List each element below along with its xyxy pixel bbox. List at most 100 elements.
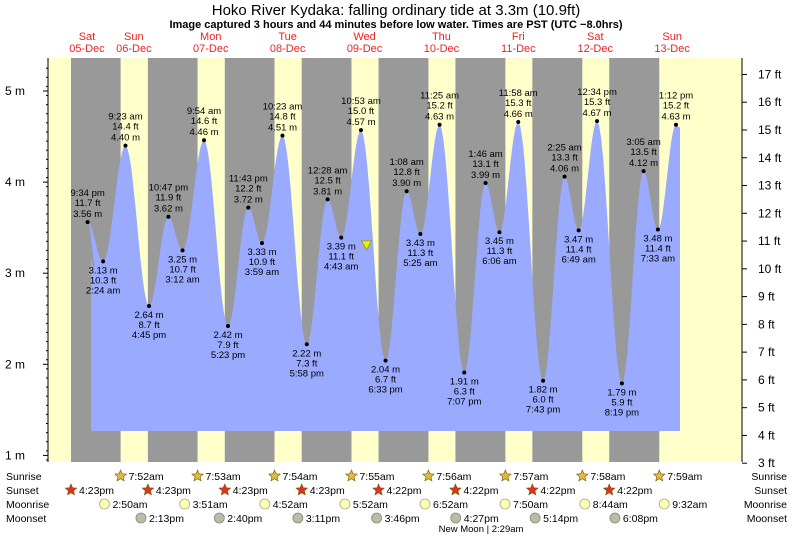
extreme-m: 4.46 m bbox=[189, 127, 218, 138]
moonrise-icon bbox=[99, 498, 110, 510]
extreme-point bbox=[673, 122, 678, 127]
right-tick-label: 7 ft bbox=[758, 345, 775, 359]
day-name: Sun bbox=[662, 31, 682, 43]
chart-subtitle: Image captured 3 hours and 44 minutes be… bbox=[169, 19, 622, 31]
extreme-m: 3.48 m bbox=[643, 233, 672, 244]
right-tick-label: 13 ft bbox=[758, 179, 782, 193]
extreme-point bbox=[562, 174, 567, 179]
right-tick-label: 11 ft bbox=[758, 234, 781, 248]
extreme-point bbox=[619, 381, 624, 386]
extreme-m: 3.25 m bbox=[168, 254, 197, 265]
sunrise-row-label-left: Sunrise bbox=[6, 471, 42, 483]
extreme-time: 9:54 am bbox=[187, 106, 221, 117]
extreme-m: 3.90 m bbox=[392, 178, 421, 189]
sunrise-icon bbox=[114, 469, 128, 482]
extreme-point bbox=[123, 143, 128, 148]
sunrise-time: 7:55am bbox=[359, 471, 394, 483]
sunset-time: 4:22pm bbox=[387, 485, 422, 497]
moonset-row-label-left: Moonset bbox=[6, 513, 46, 525]
extreme-time: 10:53 am bbox=[341, 96, 381, 107]
extreme-point bbox=[225, 324, 230, 329]
sunrise-time: 7:56am bbox=[436, 471, 471, 483]
extreme-m: 4.06 m bbox=[550, 164, 579, 175]
extreme-point bbox=[404, 189, 409, 194]
left-tick-label: 5 m bbox=[5, 84, 25, 98]
extreme-ft: 13.1 ft bbox=[472, 159, 499, 170]
extreme-point bbox=[325, 197, 330, 202]
left-tick-label: 1 m bbox=[5, 448, 25, 462]
right-tick-label: 15 ft bbox=[758, 123, 782, 137]
extreme-point bbox=[166, 214, 171, 219]
sunrise-time: 7:58am bbox=[590, 471, 625, 483]
extreme-point bbox=[516, 119, 521, 124]
extreme-ft: 10.9 ft bbox=[249, 257, 276, 268]
right-tick-label: 8 ft bbox=[758, 317, 775, 331]
day-name: Sat bbox=[79, 31, 96, 43]
extreme-time: 9:23 am bbox=[108, 112, 142, 123]
sunrise-time: 7:59am bbox=[667, 471, 702, 483]
extreme-ft: 7.9 ft bbox=[217, 340, 238, 351]
extreme-time: 3:59 am bbox=[245, 267, 279, 278]
day-name: Tue bbox=[278, 31, 297, 43]
right-tick-label: 16 ft bbox=[758, 95, 782, 109]
day-name: Mon bbox=[200, 31, 221, 43]
extreme-time: 6:06 am bbox=[482, 256, 516, 267]
extreme-ft: 11.3 ft bbox=[408, 248, 434, 259]
right-tick-label: 3 ft bbox=[758, 456, 775, 470]
extreme-ft: 7.3 ft bbox=[296, 358, 317, 369]
sunset-time: 4:23pm bbox=[233, 485, 268, 497]
extreme-ft: 6.7 ft bbox=[375, 375, 396, 386]
extreme-point bbox=[641, 169, 646, 174]
sunrise-icon bbox=[191, 469, 205, 482]
day-name: Thu bbox=[432, 31, 451, 43]
extreme-time: 11:43 pm bbox=[229, 174, 268, 185]
extreme-ft: 14.8 ft bbox=[269, 112, 296, 123]
extreme-m: 3.99 m bbox=[471, 170, 500, 181]
extreme-m: 3.62 m bbox=[154, 204, 183, 215]
chart-title: Hoko River Kydaka: falling ordinary tide… bbox=[212, 2, 581, 19]
extreme-time: 1:46 am bbox=[468, 149, 502, 160]
extreme-point bbox=[180, 248, 185, 253]
extreme-m: 4.40 m bbox=[111, 133, 140, 144]
extreme-ft: 11.4 ft bbox=[566, 244, 592, 255]
extreme-m: 4.51 m bbox=[268, 123, 297, 134]
moonrise-icon bbox=[179, 498, 191, 510]
moonrise-time: 7:50am bbox=[513, 499, 548, 511]
extreme-point bbox=[246, 205, 251, 210]
moonrise-time: 9:32am bbox=[672, 499, 707, 511]
day-date: 12-Dec bbox=[578, 43, 614, 55]
sunset-icon bbox=[525, 483, 539, 496]
extreme-ft: 12.2 ft bbox=[235, 184, 262, 195]
extreme-point bbox=[437, 122, 442, 127]
moonset-time: 4:27pm bbox=[464, 513, 499, 525]
moonset-icon bbox=[450, 512, 462, 524]
extreme-time: 3:12 am bbox=[165, 274, 199, 285]
extreme-m: 3.39 m bbox=[327, 242, 356, 253]
extreme-point bbox=[418, 232, 423, 237]
moonrise-time: 3:51am bbox=[193, 499, 228, 511]
extreme-time: 8:19 pm bbox=[605, 407, 639, 418]
moonrise-row-label-right: Moonrise bbox=[744, 499, 787, 511]
right-tick-label: 5 ft bbox=[758, 401, 775, 415]
sunrise-time: 7:52am bbox=[129, 471, 164, 483]
extreme-ft: 15.2 ft bbox=[663, 101, 690, 112]
sunset-time: 4:23pm bbox=[79, 485, 114, 497]
left-tick-label: 2 m bbox=[5, 357, 25, 371]
day-date: 13-Dec bbox=[654, 43, 690, 55]
extreme-ft: 14.4 ft bbox=[112, 122, 139, 133]
extreme-point bbox=[655, 227, 660, 232]
moonset-icon bbox=[371, 512, 383, 524]
right-tick-label: 12 ft bbox=[758, 206, 782, 220]
sunset-time: 4:23pm bbox=[156, 485, 191, 497]
day-name: Sat bbox=[587, 31, 604, 43]
extreme-point bbox=[280, 133, 285, 138]
extreme-time: 5:23 pm bbox=[211, 350, 245, 361]
extreme-ft: 6.0 ft bbox=[533, 395, 554, 406]
extreme-point bbox=[483, 181, 488, 186]
left-tick-label: 4 m bbox=[5, 175, 25, 189]
right-tick-label: 14 ft bbox=[758, 151, 782, 165]
extreme-m: 4.57 m bbox=[346, 117, 375, 128]
extreme-m: 3.47 m bbox=[564, 234, 593, 245]
extreme-m: 4.63 m bbox=[661, 112, 690, 123]
